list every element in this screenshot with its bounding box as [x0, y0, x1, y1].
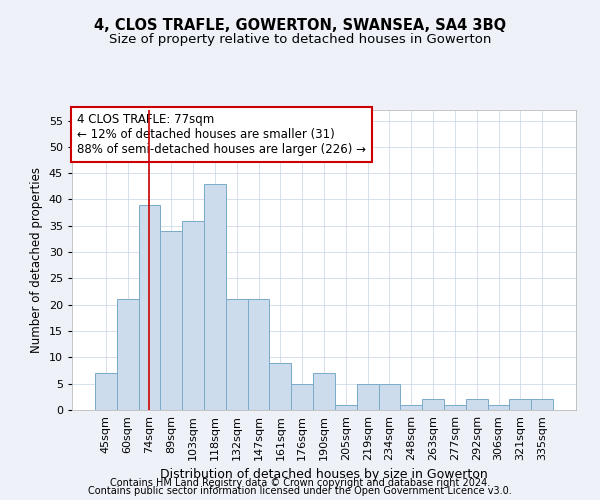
Bar	[204, 184, 226, 410]
Bar	[357, 384, 379, 410]
Bar	[379, 384, 400, 410]
Y-axis label: Number of detached properties: Number of detached properties	[30, 167, 43, 353]
Bar	[226, 300, 248, 410]
Bar	[444, 404, 466, 410]
Bar	[335, 404, 357, 410]
Bar	[139, 204, 160, 410]
Bar	[509, 400, 531, 410]
Bar	[160, 231, 182, 410]
Bar	[488, 404, 509, 410]
Text: 4 CLOS TRAFLE: 77sqm
← 12% of detached houses are smaller (31)
88% of semi-detac: 4 CLOS TRAFLE: 77sqm ← 12% of detached h…	[77, 113, 366, 156]
Bar	[291, 384, 313, 410]
Bar	[269, 362, 291, 410]
X-axis label: Distribution of detached houses by size in Gowerton: Distribution of detached houses by size …	[160, 468, 488, 481]
Text: Contains HM Land Registry data © Crown copyright and database right 2024.: Contains HM Land Registry data © Crown c…	[110, 478, 490, 488]
Bar	[117, 300, 139, 410]
Text: Contains public sector information licensed under the Open Government Licence v3: Contains public sector information licen…	[88, 486, 512, 496]
Bar	[531, 400, 553, 410]
Bar	[313, 373, 335, 410]
Bar	[248, 300, 269, 410]
Bar	[422, 400, 444, 410]
Bar	[400, 404, 422, 410]
Text: Size of property relative to detached houses in Gowerton: Size of property relative to detached ho…	[109, 32, 491, 46]
Bar	[466, 400, 488, 410]
Bar	[182, 220, 204, 410]
Text: 4, CLOS TRAFLE, GOWERTON, SWANSEA, SA4 3BQ: 4, CLOS TRAFLE, GOWERTON, SWANSEA, SA4 3…	[94, 18, 506, 32]
Bar	[95, 373, 117, 410]
